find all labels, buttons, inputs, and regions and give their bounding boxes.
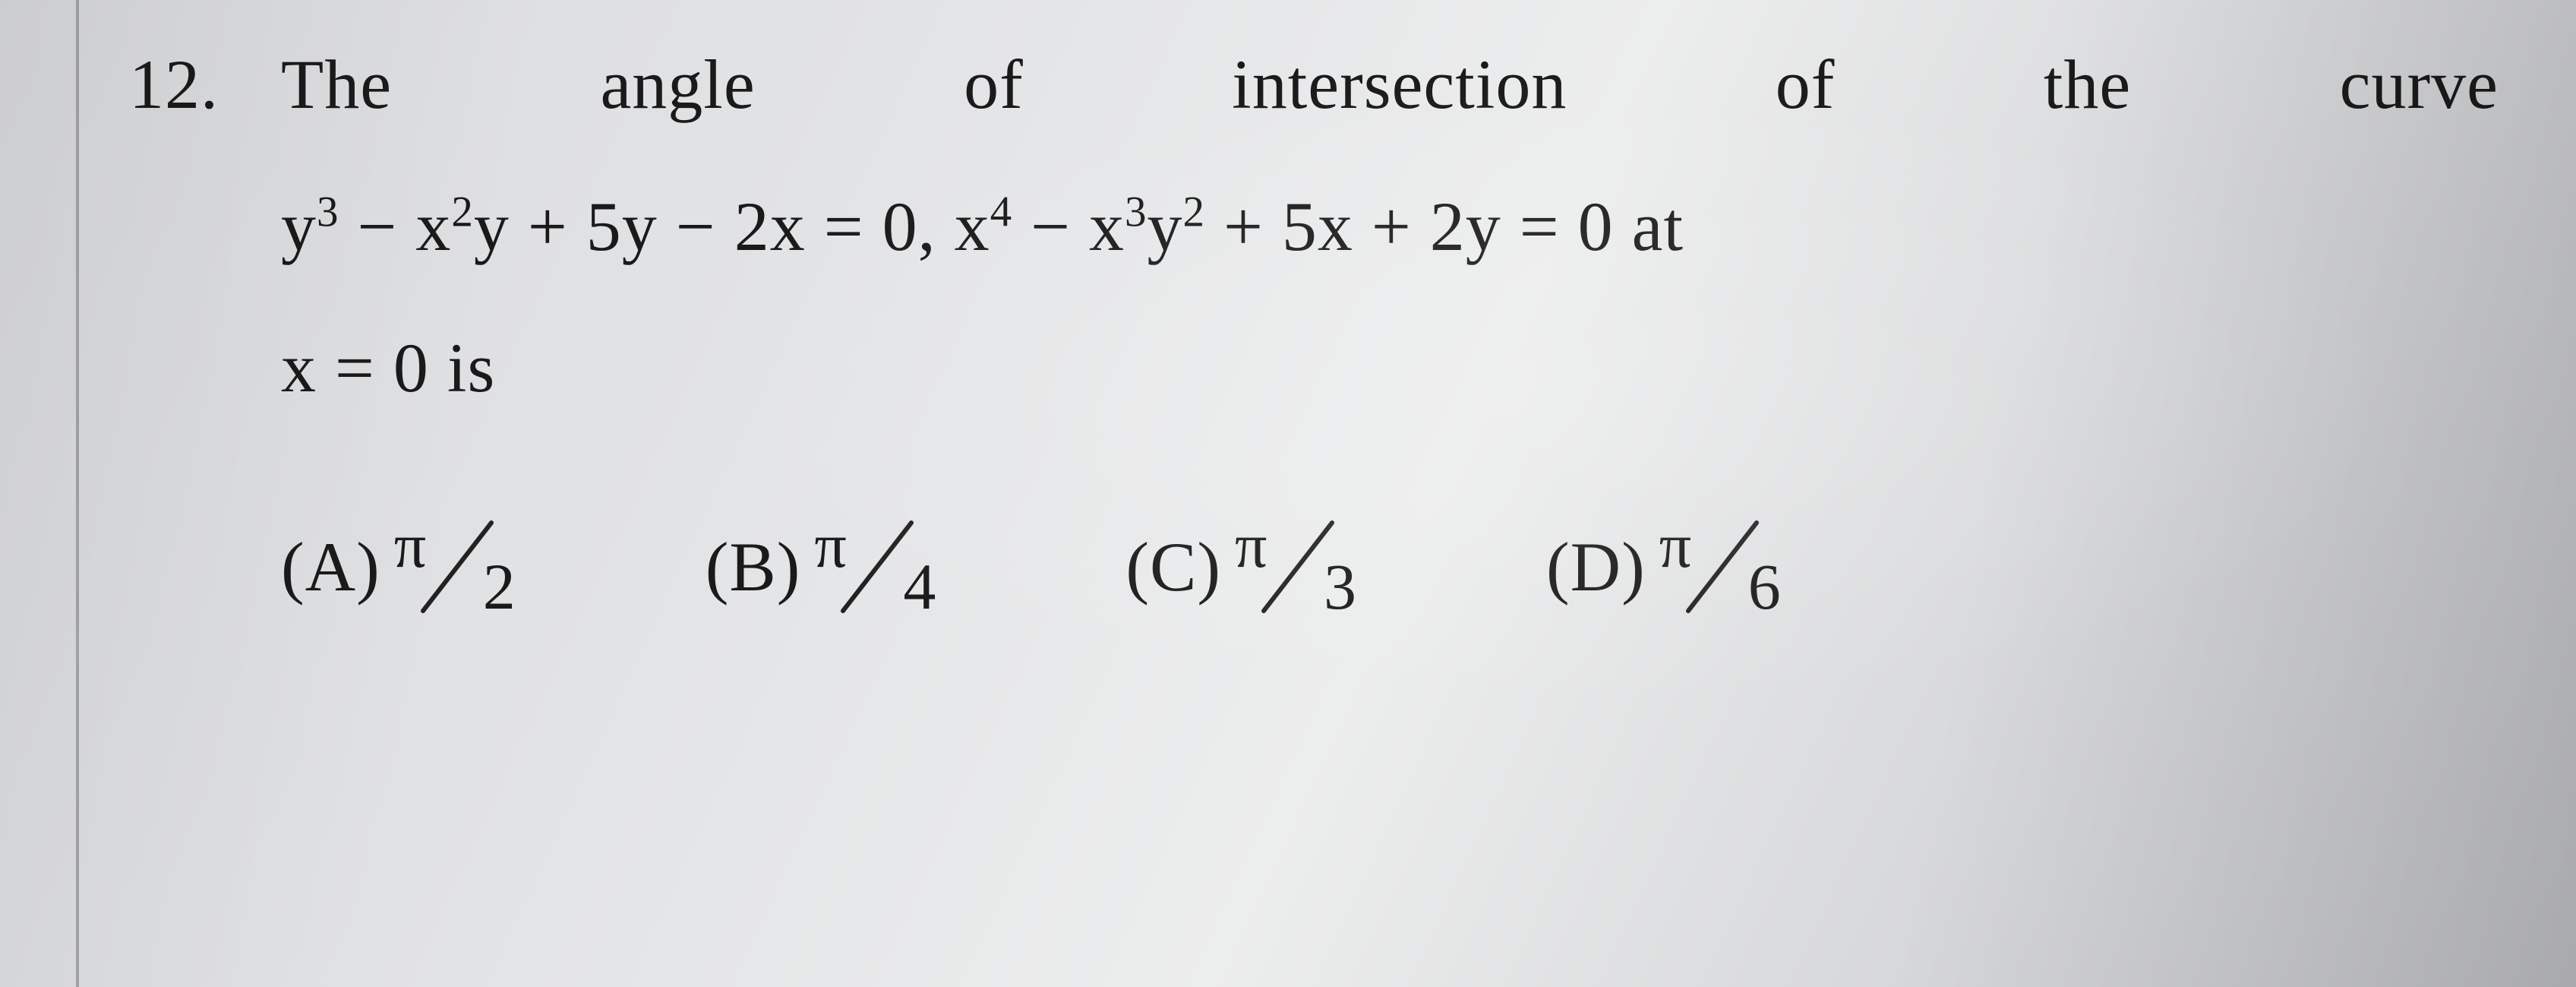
question-block: 12. The angle of intersection of the cur… — [129, 30, 2515, 620]
option-label: (D) — [1546, 527, 1646, 607]
fraction-pi-over-6: π 6 — [1659, 514, 1788, 620]
fraction-pi-over-4: π 4 — [814, 514, 943, 620]
exam-page: 12. The angle of intersection of the cur… — [0, 0, 2576, 987]
stem-equation-line: y3 − x2y + 5y − 2x = 0, x4 − x3y2 + 5x +… — [281, 172, 2499, 281]
options-row: (A) π 2 (B) π 4 (C) π — [281, 514, 2515, 620]
stem-line-1: The angle of intersection of the curve — [281, 30, 2499, 139]
stem-word: the — [2044, 30, 2131, 139]
question-number: 12. — [129, 44, 281, 125]
stem-line-3: x = 0 is — [281, 314, 2499, 422]
stem-word: of — [1776, 30, 1836, 139]
fraction-denom: 4 — [903, 549, 936, 625]
option-c: (C) π 3 — [1125, 514, 1364, 620]
fraction-pi-over-2: π 2 — [394, 514, 523, 620]
option-d: (D) π 6 — [1546, 514, 1788, 620]
stem-word: angle — [600, 30, 755, 139]
question-row: 12. The angle of intersection of the cur… — [129, 30, 2515, 422]
stem-word: The — [281, 30, 392, 139]
fraction-denom: 3 — [1324, 549, 1356, 625]
option-label: (C) — [1125, 527, 1221, 607]
fraction-denom: 6 — [1748, 549, 1781, 625]
fraction-denom: 2 — [483, 549, 516, 625]
stem-word: of — [964, 30, 1024, 139]
stem-word: intersection — [1232, 30, 1567, 139]
option-label: (A) — [281, 527, 380, 607]
fraction-pi-over-3: π 3 — [1235, 514, 1364, 620]
left-margin-rule — [76, 0, 79, 987]
option-a: (A) π 2 — [281, 514, 523, 620]
option-b: (B) π 4 — [706, 514, 944, 620]
stem-word: curve — [2340, 30, 2499, 139]
option-label: (B) — [706, 527, 801, 607]
question-stem: The angle of intersection of the curve y… — [281, 30, 2499, 422]
